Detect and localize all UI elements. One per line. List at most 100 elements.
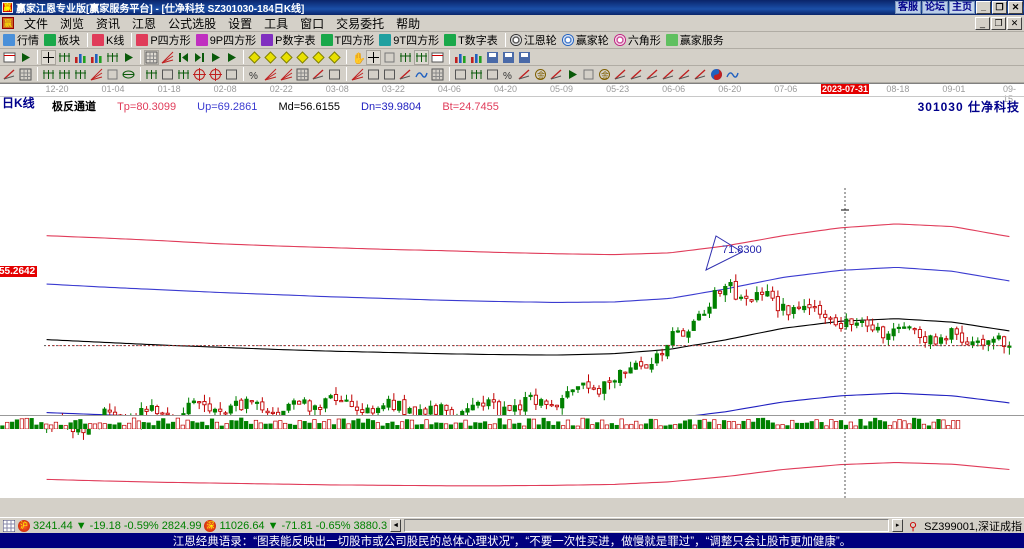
toolbar-hexagon-icon[interactable]: 六角形 xyxy=(613,32,665,48)
fan-red-icon[interactable] xyxy=(263,67,278,82)
crown-icon[interactable] xyxy=(398,50,413,65)
spiral-icon[interactable] xyxy=(89,67,104,82)
fork1-icon[interactable] xyxy=(41,67,56,82)
rays-icon[interactable] xyxy=(350,67,365,82)
wave2-icon[interactable] xyxy=(725,67,740,82)
wave-icon[interactable] xyxy=(414,67,429,82)
comb-icon[interactable] xyxy=(144,67,159,82)
slopes-icon[interactable] xyxy=(629,67,644,82)
toolbar-sector-icon[interactable]: 板块 xyxy=(43,32,84,48)
menu-help[interactable]: 帮助 xyxy=(396,16,421,31)
ellipse-icon[interactable] xyxy=(121,67,136,82)
toolbar-p-square-icon[interactable]: P四方形 xyxy=(135,32,194,48)
gold-icon[interactable]: 金 xyxy=(533,67,548,82)
target-icon[interactable] xyxy=(192,67,207,82)
last-page-icon[interactable] xyxy=(192,50,207,65)
menu-settings[interactable]: 设置 xyxy=(228,16,253,31)
toolbar-p-number-table-icon[interactable]: P数字表 xyxy=(260,32,319,48)
box3-icon[interactable] xyxy=(382,67,397,82)
prev-arrow-icon[interactable] xyxy=(208,50,223,65)
box-icon[interactable] xyxy=(224,67,239,82)
customer-service-link[interactable]: 客服 xyxy=(895,1,921,14)
toolbar-t-square-icon[interactable]: T四方形 xyxy=(320,32,379,48)
slope3-icon[interactable] xyxy=(645,67,660,82)
bar-chart2-icon[interactable] xyxy=(89,50,104,65)
page-icon[interactable] xyxy=(57,50,72,65)
diamond5-icon[interactable] xyxy=(311,50,326,65)
toolbar-quotes-icon[interactable]: 行情 xyxy=(2,32,43,48)
toolbar-winner-wheel-icon[interactable]: 赢家轮 xyxy=(561,32,613,48)
grid-toggle-icon[interactable] xyxy=(144,49,159,65)
arrow-pen-icon[interactable] xyxy=(565,67,580,82)
angle-icon[interactable] xyxy=(176,67,191,82)
grid-net-icon[interactable] xyxy=(295,67,310,82)
diamond2-icon[interactable] xyxy=(263,50,278,65)
up-chan-icon[interactable] xyxy=(581,67,596,82)
star-icon[interactable] xyxy=(208,67,223,82)
report-icon[interactable] xyxy=(469,50,484,65)
status-message-field[interactable] xyxy=(404,519,890,532)
diamond6-icon[interactable] xyxy=(327,50,342,65)
diamond4-icon[interactable] xyxy=(295,50,310,65)
calculator-icon[interactable] xyxy=(453,50,468,65)
dropdown-arrow2-icon[interactable] xyxy=(121,50,136,65)
mdi-minimize-button[interactable]: _ xyxy=(975,16,990,30)
dropdown-arrow-icon[interactable] xyxy=(18,50,33,65)
market-grid-icon[interactable] xyxy=(2,519,15,532)
parallel-icon[interactable] xyxy=(469,67,484,82)
close-button[interactable]: ✕ xyxy=(1008,1,1023,14)
level-icon[interactable] xyxy=(549,67,564,82)
maximize-button[interactable]: ❐ xyxy=(992,1,1007,14)
forum-link[interactable]: 论坛 xyxy=(922,1,948,14)
toolbar-gann-wheel-icon[interactable]: 江恩轮 xyxy=(509,32,561,48)
calendar-day-icon[interactable] xyxy=(2,50,17,65)
next-arrow-icon[interactable] xyxy=(224,50,239,65)
mdi-restore-button[interactable]: ❐ xyxy=(991,16,1006,30)
percent-line-icon[interactable]: % xyxy=(247,67,262,82)
scroll-left-button[interactable]: ◄ xyxy=(390,519,402,532)
minimize-button[interactable]: _ xyxy=(976,1,991,14)
fork3-icon[interactable] xyxy=(73,67,88,82)
diamond1-icon[interactable] xyxy=(247,50,262,65)
menu-window[interactable]: 窗口 xyxy=(300,16,325,31)
toolbar-t-number-table-icon[interactable]: T数字表 xyxy=(443,32,502,48)
slope2-icon[interactable] xyxy=(613,67,628,82)
print-icon[interactable] xyxy=(517,50,532,65)
chart-canvas[interactable]: 12-20 01-04 01-18 02-08 02-22 03-08 03-22 04-06… xyxy=(0,83,1024,498)
zigzag-icon[interactable] xyxy=(382,50,397,65)
menu-news[interactable]: 资讯 xyxy=(96,16,121,31)
frame-icon[interactable] xyxy=(453,67,468,82)
trend2-icon[interactable] xyxy=(677,67,692,82)
grid-h-icon[interactable] xyxy=(18,67,33,82)
bar-chart-icon[interactable] xyxy=(73,50,88,65)
rect-icon[interactable] xyxy=(327,67,342,82)
band-icon[interactable] xyxy=(517,67,532,82)
trend3-icon[interactable] xyxy=(693,67,708,82)
brain-icon[interactable] xyxy=(414,49,429,65)
fan-icon[interactable] xyxy=(160,50,175,65)
refresh-icon[interactable] xyxy=(501,50,516,65)
yinyang-icon[interactable] xyxy=(709,67,724,82)
crosshair-toggle-icon[interactable] xyxy=(41,49,56,65)
toolbar-9p-square-icon[interactable]: 9P四方形 xyxy=(195,32,260,48)
gann-box-icon[interactable] xyxy=(485,67,500,82)
kline-period-badge[interactable]: 日K线 xyxy=(2,96,35,110)
slope-icon[interactable] xyxy=(398,67,413,82)
first-page-icon[interactable] xyxy=(176,50,191,65)
hand-icon[interactable]: ✋ xyxy=(350,50,365,65)
speed-resist-icon[interactable] xyxy=(105,67,120,82)
toolbar-winner-service-icon[interactable]: 赢家服务 xyxy=(665,32,728,48)
calendar21-icon[interactable] xyxy=(430,50,445,65)
box2-icon[interactable] xyxy=(366,67,381,82)
mdi-close-button[interactable]: ✕ xyxy=(1007,16,1022,30)
menu-trade[interactable]: 交易委托 xyxy=(336,16,385,31)
square-root-icon[interactable] xyxy=(160,67,175,82)
homepage-link[interactable]: 主页 xyxy=(949,1,975,14)
grid-box-icon[interactable] xyxy=(430,67,445,82)
menu-file[interactable]: 文件 xyxy=(24,16,49,31)
menu-formula-screen[interactable]: 公式选股 xyxy=(168,16,217,31)
toolbar-kline-icon[interactable]: K线 xyxy=(91,32,128,48)
menu-gann[interactable]: 江恩 xyxy=(132,16,157,31)
fan-red2-icon[interactable] xyxy=(279,67,294,82)
scroll-right-button[interactable]: ▸ xyxy=(892,519,904,532)
